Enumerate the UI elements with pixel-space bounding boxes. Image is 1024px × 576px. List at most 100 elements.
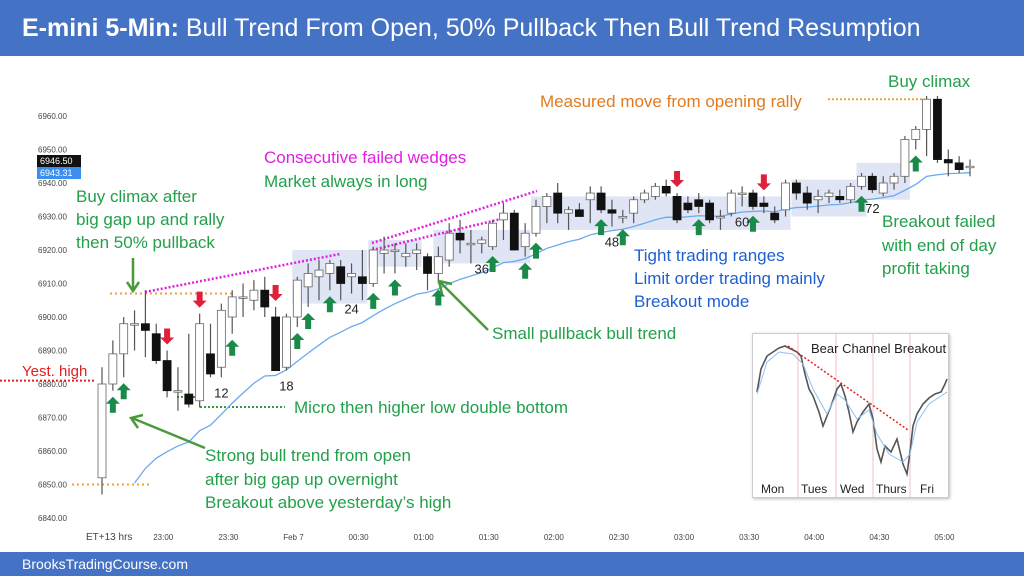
inset-day-thurs: Thurs <box>876 482 907 496</box>
footer-site: BrooksTradingCourse.com <box>0 552 1024 576</box>
bull-candle <box>216 309 226 368</box>
y-tick-label: 6840.00 <box>38 514 67 523</box>
bear-candle <box>140 323 150 331</box>
bull-candle <box>640 192 649 201</box>
bull-signal-arrow-icon <box>615 229 630 246</box>
x-tick-label: 03:00 <box>674 533 695 542</box>
bull-signal-arrow-icon <box>908 155 923 172</box>
bear-candle <box>672 195 682 221</box>
x-tick-label: 04:30 <box>869 533 890 542</box>
y-tick-label: 6930.00 <box>38 213 67 222</box>
bull-candle <box>292 279 302 318</box>
bear-candle <box>357 276 367 284</box>
strong-line3: Breakout above yesterday’s high <box>205 493 452 512</box>
bear-candle <box>509 212 519 251</box>
bull-candle <box>368 249 378 284</box>
bull-candle <box>314 269 324 278</box>
weekly-inset-chart: Bear Channel Breakout Mon Tues Wed Thurs… <box>752 333 949 499</box>
bc-after-line2: big gap up and rally <box>76 210 225 229</box>
bear-candle <box>206 353 215 375</box>
tight-line2: Limit order trading mainly <box>634 269 825 288</box>
bear-candle <box>336 266 346 284</box>
bull-signal-arrow-icon <box>518 262 533 279</box>
x-tick-label: 00:30 <box>349 533 370 542</box>
pullback-arrow-icon <box>437 279 489 331</box>
buy-climax-label: Buy climax <box>888 72 971 91</box>
wedges-label: Consecutive failed wedges <box>264 148 467 167</box>
bear-candle <box>835 195 845 201</box>
x-tick-label: 04:00 <box>804 533 825 542</box>
bull-candle <box>618 216 628 219</box>
bull-candle <box>585 192 595 201</box>
y-tick-label: 6870.00 <box>38 414 67 423</box>
bear-candle <box>553 192 563 214</box>
bear-candle <box>867 175 877 191</box>
y-tick-label: 6890.00 <box>38 347 67 356</box>
title-rest: Bull Trend From Open, 50% Pullback Then … <box>178 14 921 42</box>
bull-candle <box>412 249 422 254</box>
bull-candle <box>249 289 259 301</box>
bear-candle <box>954 162 964 170</box>
yest-high-label: Yest. high <box>22 363 88 380</box>
bull-signal-arrow-icon <box>290 333 305 350</box>
bull-candle <box>564 209 573 214</box>
bear-candle <box>455 232 465 241</box>
bull-candle <box>379 249 389 254</box>
bear-candle <box>770 212 780 221</box>
bull-candle <box>466 242 476 246</box>
pointer-arrows <box>125 258 489 450</box>
bull-candle <box>878 182 888 194</box>
bull-signal-arrow-icon <box>105 396 120 413</box>
bull-signal-arrow-icon <box>301 312 316 329</box>
x-tick-label: 01:00 <box>414 533 435 542</box>
bull-candle <box>911 128 921 140</box>
bear-candle <box>575 209 584 217</box>
inset-plot <box>756 334 948 499</box>
chart-title: E-mini 5-Min: Bull Trend From Open, 50% … <box>0 0 1024 56</box>
bull-candle <box>444 232 454 261</box>
x-tick-label: 02:00 <box>544 533 565 542</box>
bull-candle <box>965 165 975 169</box>
bo-line1: Breakout failed <box>882 212 996 231</box>
y-tick-label: 6960.00 <box>38 112 67 121</box>
bull-candle <box>531 206 541 234</box>
bear-candle <box>943 159 953 164</box>
bear-candle <box>260 289 270 308</box>
bull-signal-arrow-icon <box>854 195 869 212</box>
bull-candle <box>282 316 291 368</box>
y-tick-label: 6910.00 <box>38 280 67 289</box>
ema-line <box>134 171 971 484</box>
tight-line1: Tight trading ranges <box>634 246 785 265</box>
bar-number-label: 36 <box>475 261 489 276</box>
bull-candle <box>781 182 790 211</box>
bo-line2: with end of day <box>882 236 997 255</box>
bull-candle <box>390 249 400 252</box>
bear-signal-arrow-icon <box>670 171 685 188</box>
x-tick-label: 03:30 <box>739 533 760 542</box>
y-tick-label: 6860.00 <box>38 447 67 456</box>
inset-day-fri: Fri <box>920 482 934 496</box>
bull-candle <box>97 383 107 479</box>
trading-range-shade <box>531 196 791 230</box>
bull-candle <box>520 232 530 248</box>
bull-candle <box>119 323 129 355</box>
bar-number-label: 24 <box>344 302 358 317</box>
bull-candle <box>488 222 498 248</box>
bear-candle <box>759 202 769 207</box>
wedge-line-1 <box>144 252 341 294</box>
bull-candle <box>325 262 335 274</box>
measured-move-label: Measured move from opening rally <box>540 92 802 111</box>
strong-line2: after big gap up overnight <box>205 470 398 489</box>
bull-candle <box>716 216 725 219</box>
bear-candle <box>607 209 617 214</box>
bull-signal-arrow-icon <box>485 256 500 272</box>
bull-candle <box>499 212 508 221</box>
inset-day-wed: Wed <box>840 482 865 496</box>
bear-signal-arrow-icon <box>160 328 175 345</box>
bear-candle <box>933 98 942 160</box>
spb-label: Small pullback bull trend <box>492 324 677 343</box>
inset-day-tues: Tues <box>801 482 828 496</box>
strong-line1: Strong bull trend from open <box>205 446 412 465</box>
bear-candle <box>596 192 606 211</box>
bar-number-label: 72 <box>865 201 879 216</box>
